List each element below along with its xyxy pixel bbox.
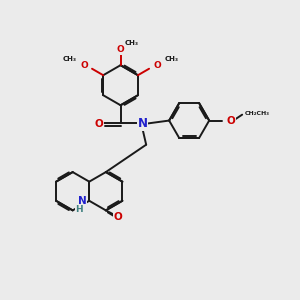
- Text: N: N: [78, 196, 87, 206]
- Text: H: H: [75, 205, 83, 214]
- Text: O: O: [226, 116, 235, 126]
- Text: O: O: [80, 61, 88, 70]
- Text: O: O: [153, 61, 161, 70]
- Text: CH₃: CH₃: [165, 56, 179, 62]
- Text: CH₃: CH₃: [125, 40, 139, 46]
- Text: O: O: [114, 212, 123, 222]
- Text: O: O: [95, 119, 104, 129]
- Text: O: O: [117, 45, 124, 54]
- Text: CH₂CH₃: CH₂CH₃: [244, 111, 269, 116]
- Text: N: N: [138, 117, 148, 130]
- Text: CH₃: CH₃: [62, 56, 76, 62]
